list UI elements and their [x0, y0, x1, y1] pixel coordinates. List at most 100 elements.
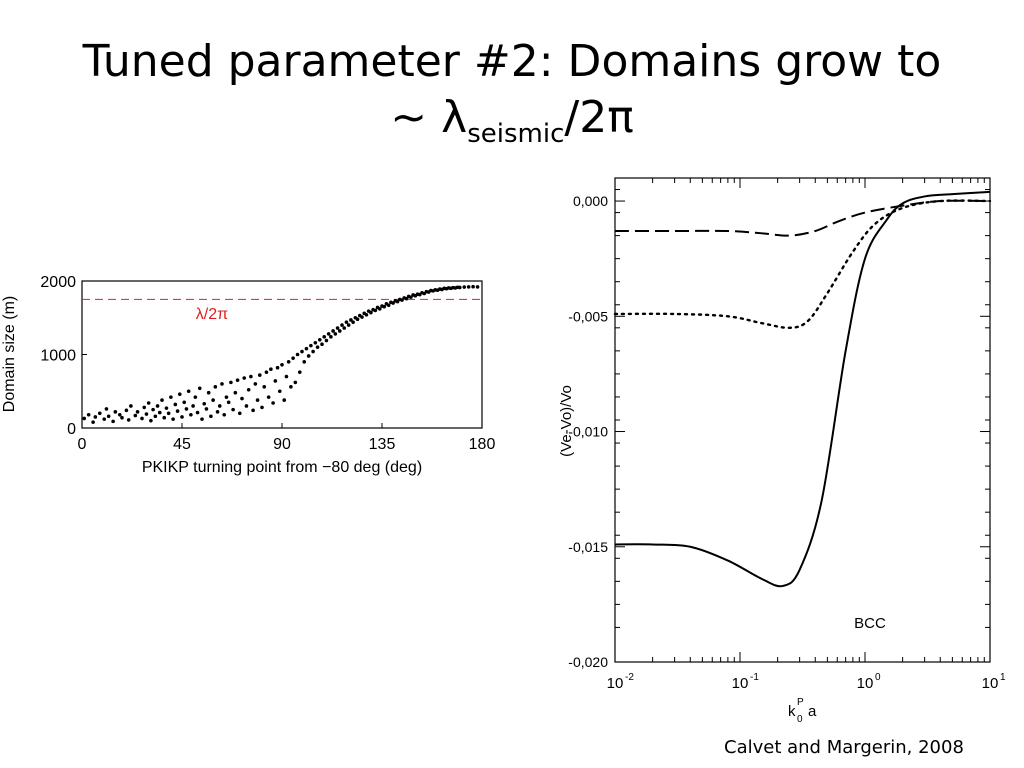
scatter-point	[217, 404, 222, 408]
scatter-point	[220, 382, 224, 386]
scatter-point	[162, 415, 167, 420]
scatter-point	[189, 412, 193, 417]
scatter-point	[386, 303, 391, 308]
scatter-point	[117, 412, 122, 417]
title-suffix: /2π	[564, 92, 634, 143]
right-y-tick-label: 0,000	[573, 193, 608, 209]
scatter-point	[395, 299, 400, 304]
scatter-point	[337, 329, 342, 333]
scatter-point	[144, 412, 149, 416]
scatter-point	[377, 307, 382, 311]
left-x-axis-label: PKIKP turning point from −80 deg (deg)	[142, 459, 422, 476]
scatter-point	[149, 418, 153, 423]
scatter-point	[284, 374, 289, 379]
scatter-point	[326, 332, 331, 336]
scatter-point	[240, 396, 244, 401]
scatter-point	[289, 385, 293, 389]
scatter-point	[264, 370, 269, 374]
right-y-tick-label: -0,010	[568, 424, 608, 440]
series-solid-line	[614, 190, 991, 588]
scatter-point	[322, 335, 327, 339]
title-line-2: ~ λseismic/2π	[0, 90, 1024, 147]
scatter-point	[257, 373, 262, 377]
scatter-point	[120, 415, 124, 420]
scatter-point	[157, 410, 162, 415]
scatter-point	[269, 367, 273, 371]
scatter-point	[135, 410, 140, 414]
scatter-point	[213, 385, 218, 389]
scatter-point	[277, 389, 282, 394]
right-x-tick-label: 10	[732, 675, 749, 692]
scatter-point	[313, 340, 318, 345]
scatter-point	[197, 386, 202, 391]
scatter-point	[206, 390, 211, 395]
left-y-axis-label: Domain size (m)	[1, 296, 18, 412]
scatter-point	[302, 360, 307, 364]
right-x-tick-label: 10	[982, 675, 999, 692]
scatter-point	[391, 301, 395, 305]
left-y-tick-label: 0	[67, 421, 76, 438]
scatter-point	[331, 329, 335, 333]
scatter-point	[91, 420, 95, 424]
title-prefix: ~ λ	[390, 92, 468, 143]
scatter-point	[224, 395, 229, 399]
slide-title: Tuned parameter #2: Domains grow to ~ λs…	[0, 34, 1024, 147]
scatter-point	[106, 414, 111, 419]
scatter-point	[209, 414, 213, 419]
left-plot-frame	[81, 280, 483, 429]
scatter-point	[293, 380, 298, 385]
scatter-point	[186, 389, 191, 394]
scatter-point	[169, 395, 173, 399]
scatter-point	[251, 408, 255, 413]
scatter-point	[369, 310, 373, 315]
scatter-point	[324, 338, 329, 343]
left-x-tick-label: 180	[469, 436, 496, 453]
scatter-point	[271, 401, 275, 405]
scatter-point	[311, 349, 315, 354]
scatter-point	[184, 407, 189, 411]
left-x-tick-label: 45	[173, 436, 191, 453]
right-x-axis-label: k P 0 a	[788, 697, 817, 725]
left-x-tick-label: 0	[78, 436, 87, 453]
scatter-point	[164, 406, 169, 410]
scatter-point	[373, 308, 378, 313]
scatter-point	[86, 412, 91, 417]
x-label-a: a	[808, 703, 817, 720]
scatter-point	[177, 392, 182, 396]
right-plot-frame	[614, 177, 991, 663]
scatter-point	[333, 332, 338, 336]
scatter-point	[195, 410, 200, 415]
left-x-tick-label: 90	[273, 436, 291, 453]
scatter-point	[97, 411, 102, 416]
scatter-point	[182, 400, 187, 405]
x-label-sup: P	[797, 697, 804, 708]
scatter-point	[462, 285, 467, 289]
scatter-point	[253, 382, 258, 386]
scatter-point	[173, 402, 178, 407]
scatter-point	[124, 408, 129, 413]
scatter-point	[382, 304, 387, 309]
scatter-point	[475, 285, 480, 289]
right-y-tick-label: -0,015	[568, 539, 608, 555]
scatter-point	[466, 285, 471, 289]
velocity-ratio-line-chart: 10 -2 10 -1 10 0 10 10,000-0,005-0,010-0,015-0,…	[558, 177, 1006, 725]
scatter-point	[262, 385, 267, 389]
scatter-point	[329, 335, 333, 339]
scatter-point	[180, 415, 184, 419]
scatter-point	[351, 320, 355, 324]
series-dashed-line	[614, 199, 991, 237]
scatter-point	[404, 296, 409, 301]
domain-size-scatter-chart: 0 45 90 135 180 0 1000 2000 λ/2π PKIKP turning …	[1, 274, 496, 476]
scatter-point	[409, 295, 413, 299]
scatter-point	[309, 343, 313, 348]
scatter-point	[457, 285, 462, 290]
scatter-point	[155, 404, 160, 408]
scatter-point	[360, 315, 364, 319]
scatter-point	[226, 400, 231, 405]
scatter-point	[315, 345, 320, 349]
lambda-reference-label: λ/2π	[196, 306, 228, 323]
left-y-tick-label: 2000	[40, 274, 76, 291]
scatter-point	[200, 417, 204, 421]
scatter-point	[266, 395, 271, 399]
scatter-point	[231, 407, 235, 412]
